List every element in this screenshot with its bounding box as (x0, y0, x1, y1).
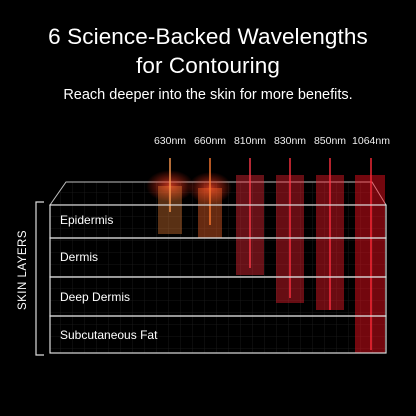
layer-label-epidermis: Epidermis (60, 213, 114, 227)
wavelength-label-830: 830nm (273, 135, 307, 147)
layer-boxes (49, 204, 387, 354)
beam-1064nm (355, 158, 385, 353)
beam-660nm (188, 158, 232, 238)
layer-box-subcutaneous-fat (49, 315, 387, 354)
beam-850nm (316, 158, 344, 310)
beam-810nm (236, 158, 264, 275)
wavelength-label-850: 850nm (313, 135, 347, 147)
layer-label-subcutaneous-fat: Subcutaneous Fat (60, 328, 158, 342)
wavelength-label-1064: 1064nm (352, 135, 390, 147)
headline-line-2: for Contouring (136, 53, 280, 78)
wavelength-label-810: 810nm (233, 135, 267, 147)
skin-layers-axis-label: SKIN LAYERS (17, 229, 29, 311)
beam-830nm (276, 158, 304, 303)
layer-label-deep-dermis: Deep Dermis (60, 290, 131, 304)
subtitle: Reach deeper into the skin for more bene… (63, 87, 353, 103)
headline: 6 Science-Backed Wavelengths for Contour… (0, 22, 416, 80)
layer-label-dermis: Dermis (60, 250, 98, 264)
wavelength-label-660: 660nm (193, 135, 227, 147)
wavelength-label-630: 630nm (153, 135, 187, 147)
headline-line-1: 6 Science-Backed Wavelengths (48, 24, 368, 49)
skin-layers-bracket (35, 201, 44, 356)
beam-630nm (146, 158, 194, 234)
